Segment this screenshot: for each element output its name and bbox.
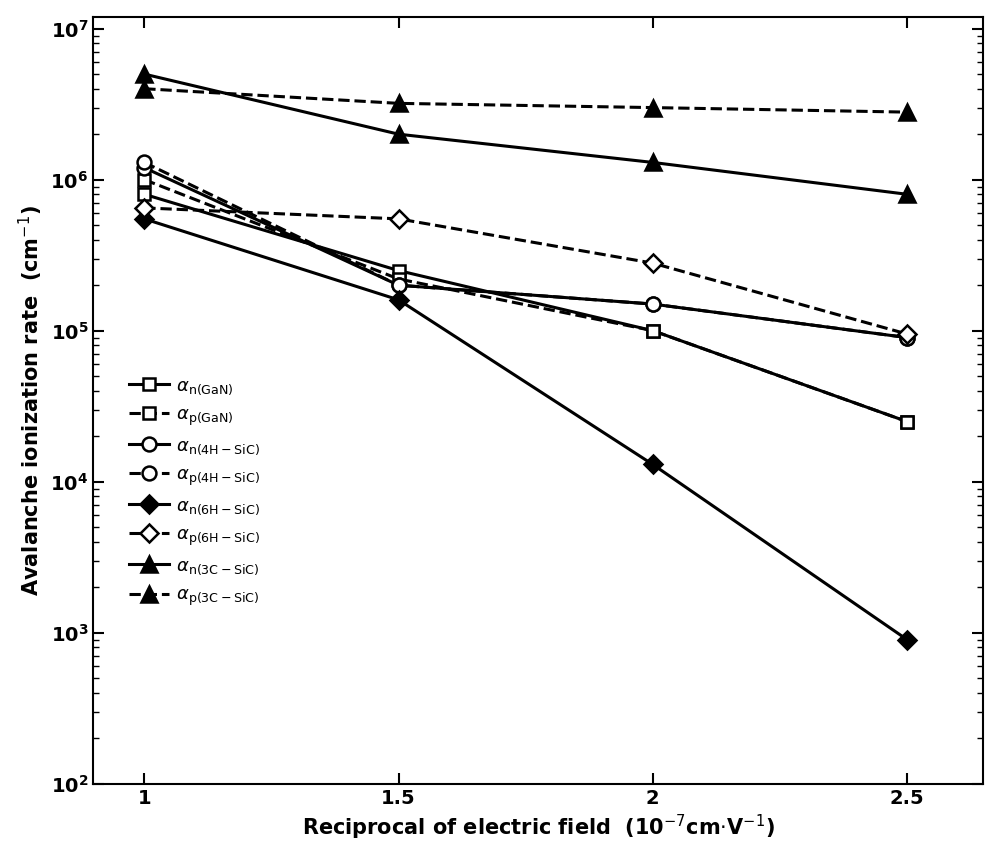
Legend: $\alpha$$_{\mathregular{n(GaN)}}$, $\alpha$$_{\mathregular{p(GaN)}}$, $\alpha$$_: $\alpha$$_{\mathregular{n(GaN)}}$, $\alp…: [120, 368, 269, 617]
Y-axis label: Avalanche ionization rate  (cm$^{-1}$): Avalanche ionization rate (cm$^{-1}$): [17, 204, 45, 595]
X-axis label: Reciprocal of electric field  (10$^{-7}$cm$\cdot$V$^{-1}$): Reciprocal of electric field (10$^{-7}$c…: [302, 813, 775, 843]
